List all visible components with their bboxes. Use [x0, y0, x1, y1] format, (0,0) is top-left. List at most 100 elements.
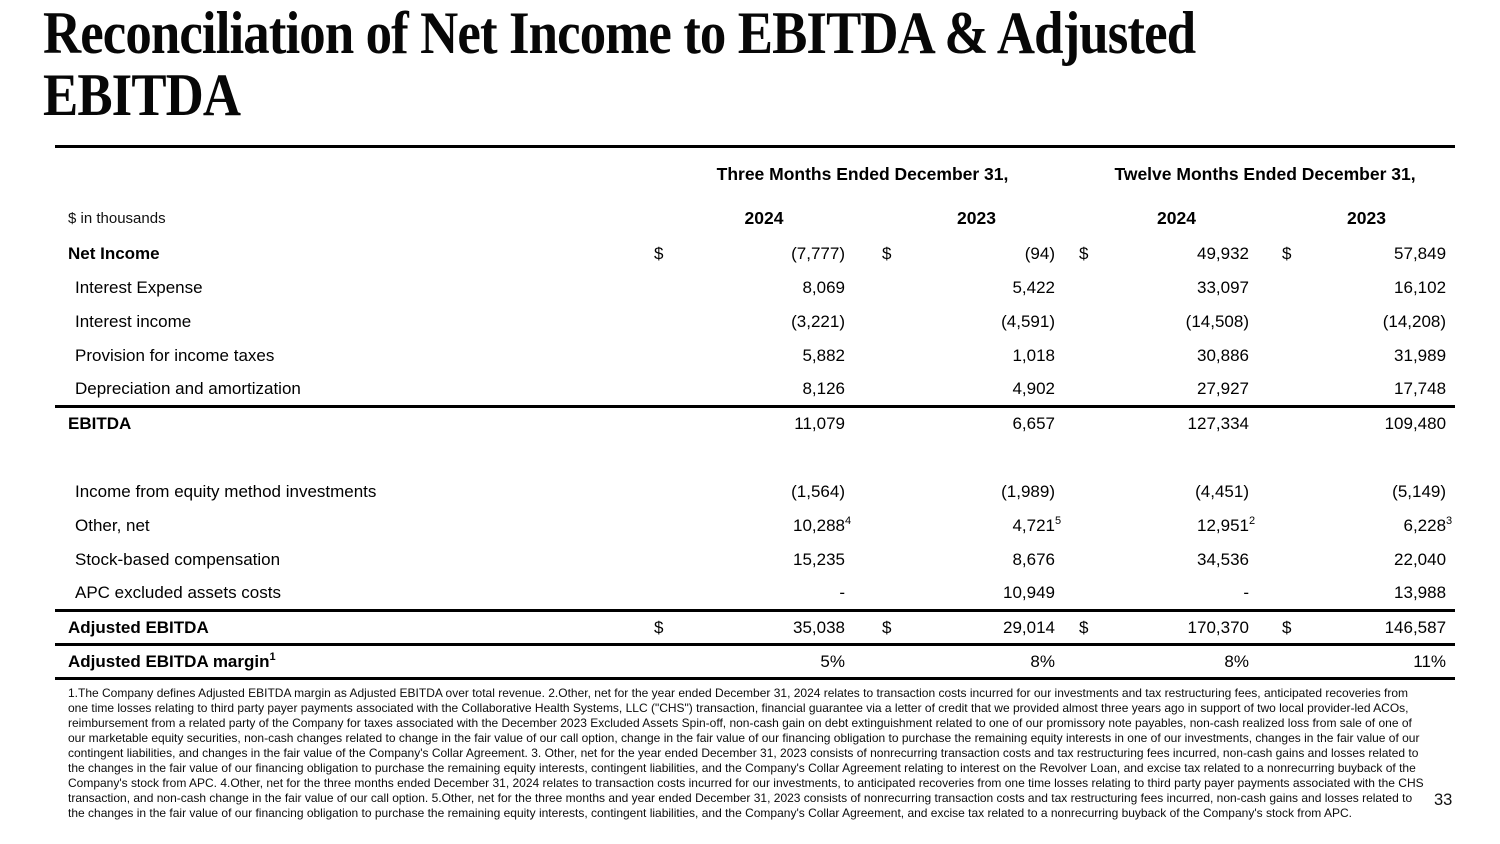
- currency-cell: [650, 407, 680, 441]
- row-label: Adjusted EBITDA: [55, 610, 650, 646]
- value-cell: (3,221): [791, 311, 845, 331]
- currency-cell: [1278, 576, 1308, 612]
- value-cell: 33,097: [1197, 277, 1249, 297]
- currency-cell: $: [1079, 243, 1089, 263]
- value-cell: 8,069: [802, 277, 845, 297]
- footnote-ref: 1: [269, 651, 276, 663]
- value-cell: 127,334: [1187, 414, 1249, 434]
- currency-cell: [878, 576, 908, 612]
- currency-cell: $: [882, 243, 892, 263]
- empty-corner-cell: [55, 147, 650, 201]
- currency-cell: [650, 576, 680, 612]
- currency-cell: [878, 509, 908, 543]
- value-cell: 22,040: [1394, 549, 1447, 569]
- year-header: 2023: [957, 208, 996, 228]
- value-cell: (94): [1024, 243, 1055, 263]
- currency-cell: [1075, 407, 1105, 441]
- page-number: 33: [1434, 791, 1453, 809]
- value-cell: 57,849: [1394, 243, 1447, 263]
- row-label: Interest income: [75, 311, 192, 331]
- value-cell: (4,591): [1001, 311, 1055, 331]
- value-cell: 16,102: [1394, 277, 1447, 297]
- currency-cell: [878, 305, 908, 339]
- currency-cell: $: [650, 610, 680, 646]
- period-header-row: Three Months Ended December 31, Twelve M…: [55, 147, 1455, 201]
- value-cell: (14,508): [1185, 311, 1249, 331]
- value-cell: 30,886: [1197, 345, 1249, 365]
- period-header-twelve-months: Twelve Months Ended December 31,: [1114, 163, 1416, 184]
- currency-cell: $: [878, 610, 908, 646]
- row-label: Net Income: [68, 243, 160, 263]
- value-cell: 4,7215: [1012, 515, 1062, 535]
- table-row-income-equity-method: Income from equity method investments (1…: [55, 475, 1455, 509]
- value-cell: -: [1105, 576, 1278, 612]
- year-header: 2024: [1157, 208, 1196, 228]
- currency-cell: [650, 305, 680, 339]
- value-cell: 13,988: [1308, 576, 1456, 612]
- table-row-adjusted-ebitda: Adjusted EBITDA $ 35,038 $ 29,014 $ 170,…: [55, 610, 1456, 646]
- value-cell: 31,989: [1394, 345, 1447, 365]
- value-cell: 146,587: [1308, 610, 1456, 646]
- row-label: Income from equity method investments: [75, 481, 377, 501]
- table-row-interest-expense: Interest Expense 8,069 5,422 33,097 16,1…: [55, 271, 1455, 305]
- page-title-line2: EBITDA: [43, 62, 241, 128]
- currency-cell: [650, 475, 680, 509]
- value-cell: (5,149): [1392, 481, 1447, 501]
- row-label: Interest Expense: [75, 277, 203, 297]
- currency-cell: [1278, 339, 1308, 373]
- currency-cell: [1278, 271, 1308, 305]
- currency-cell: [1075, 372, 1105, 408]
- row-label: Other, net: [75, 515, 150, 535]
- value-cell: 10,2884: [793, 515, 852, 535]
- value-cell: 109,480: [1384, 414, 1447, 434]
- currency-cell: [878, 407, 908, 441]
- currency-cell: [1075, 475, 1105, 509]
- currency-cell: [1075, 644, 1105, 680]
- value-cell: 34,536: [1197, 549, 1249, 569]
- row-label: Depreciation and amortization: [55, 372, 650, 408]
- value-cell: (4,451): [1195, 481, 1249, 501]
- value-cell: 8,676: [1012, 549, 1055, 569]
- table-row-other-net: Other, net 10,2884 4,7215 12,9512 6,2283: [55, 509, 1455, 543]
- currency-cell: [1075, 509, 1105, 543]
- currency-cell: [878, 339, 908, 373]
- value-cell: 5,882: [802, 345, 845, 365]
- value-cell: 27,927: [1105, 372, 1278, 408]
- currency-cell: [1278, 407, 1308, 441]
- value-cell: 17,748: [1308, 372, 1456, 408]
- table-row-interest-income: Interest income (3,221) (4,591) (14,508)…: [55, 305, 1455, 339]
- currency-cell: [650, 543, 680, 577]
- value-cell: 5%: [680, 644, 878, 680]
- value-cell: 6,2283: [1403, 515, 1453, 535]
- row-label: Stock-based compensation: [75, 549, 281, 569]
- value-cell: 11,079: [794, 414, 845, 434]
- value-cell: 29,014: [908, 610, 1075, 646]
- currency-cell: $: [654, 243, 664, 263]
- table-row-ebitda: EBITDA 11,079 6,657 127,334 109,480: [55, 407, 1455, 441]
- value-cell: 1,018: [1012, 345, 1055, 365]
- value-cell: 10,949: [908, 576, 1075, 612]
- value-cell: (7,777): [791, 243, 845, 263]
- currency-cell: [878, 372, 908, 408]
- year-header: 2023: [1347, 208, 1386, 228]
- currency-cell: [1075, 271, 1105, 305]
- value-cell: 6,657: [1012, 414, 1055, 434]
- currency-cell: [1075, 576, 1105, 612]
- table-row-stock-based-compensation: Stock-based compensation 15,235 8,676 34…: [55, 543, 1455, 577]
- units-label: $ in thousands: [68, 210, 166, 227]
- page-title-line1: Reconciliation of Net Income to EBITDA &…: [43, 0, 1196, 66]
- spacer-row: [55, 441, 1455, 475]
- currency-cell: [1278, 543, 1308, 577]
- value-cell: 12,9512: [1197, 515, 1256, 535]
- currency-cell: [878, 644, 908, 680]
- currency-cell: [878, 543, 908, 577]
- value-cell: 8%: [908, 644, 1075, 680]
- reconciliation-table: Three Months Ended December 31, Twelve M…: [55, 145, 1456, 680]
- table-row-net-income: Net Income $ (7,777) $ (94) $ 49,932 $ 5…: [55, 237, 1455, 271]
- currency-cell: [1278, 372, 1308, 408]
- currency-cell: [1278, 305, 1308, 339]
- value-cell: (1,564): [791, 481, 845, 501]
- value-cell: -: [680, 576, 878, 612]
- table-row-depreciation-amortization: Depreciation and amortization 8,126 4,90…: [55, 372, 1456, 408]
- currency-cell: [1278, 509, 1308, 543]
